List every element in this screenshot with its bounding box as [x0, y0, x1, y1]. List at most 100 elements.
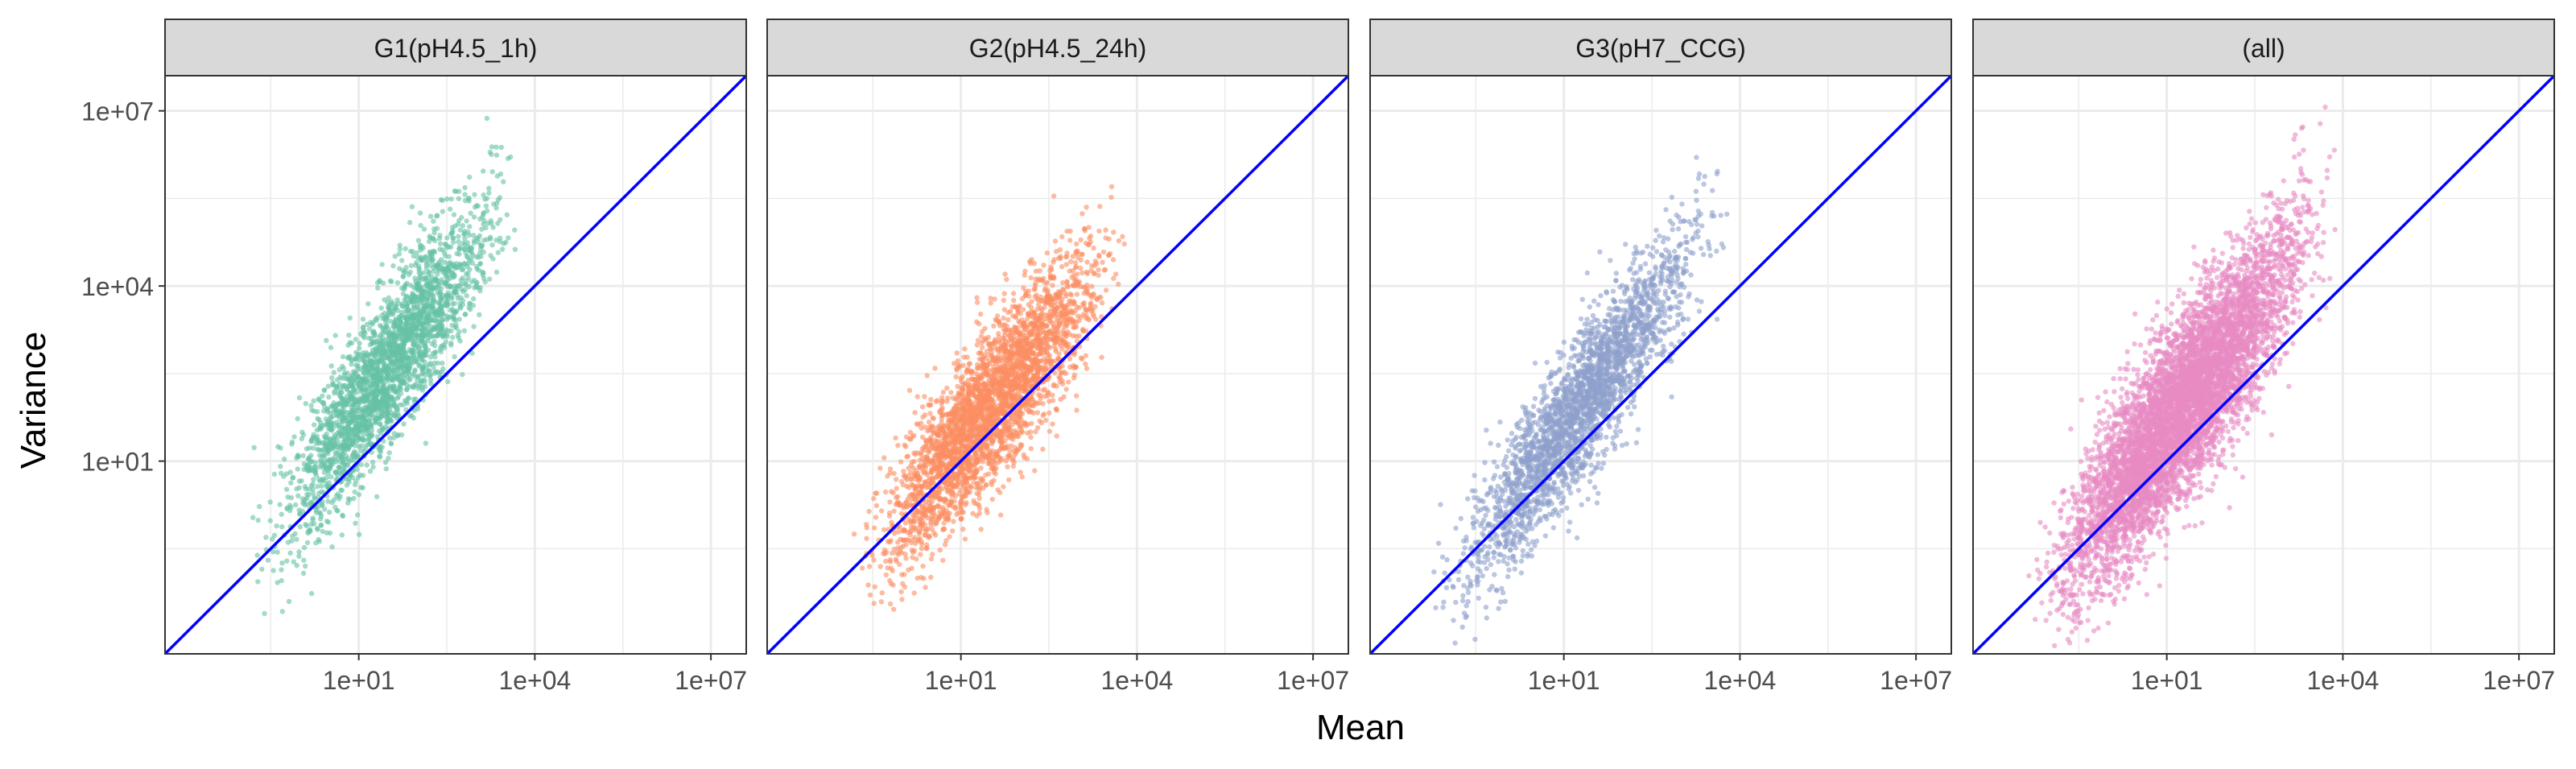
data-point — [991, 324, 996, 329]
data-point — [365, 301, 370, 306]
data-point — [295, 494, 300, 498]
data-point — [1084, 366, 1089, 370]
data-point — [423, 384, 427, 389]
data-point — [288, 481, 293, 486]
data-point — [932, 366, 937, 370]
data-point — [1001, 298, 1006, 303]
data-point — [444, 316, 449, 321]
data-point — [329, 500, 334, 505]
data-point — [341, 514, 345, 519]
data-point — [348, 316, 353, 320]
data-point — [369, 358, 374, 363]
data-point — [398, 246, 402, 251]
data-point — [494, 270, 499, 275]
data-point — [349, 357, 353, 362]
data-point — [453, 317, 458, 322]
data-point — [462, 329, 467, 333]
data-point — [953, 374, 958, 379]
data-point — [301, 432, 306, 437]
data-point — [324, 432, 329, 436]
data-point — [489, 144, 494, 149]
data-point — [457, 244, 462, 249]
data-point — [370, 465, 375, 469]
data-point — [341, 412, 345, 417]
data-point — [910, 465, 915, 470]
data-point — [398, 331, 403, 336]
data-point — [345, 387, 349, 391]
data-point — [465, 254, 470, 259]
data-point — [975, 300, 980, 304]
data-point — [295, 466, 300, 471]
data-point — [353, 399, 358, 403]
data-point — [355, 352, 360, 357]
data-point — [1069, 292, 1074, 297]
data-point — [923, 412, 927, 417]
data-point — [912, 590, 917, 595]
data-point — [289, 539, 294, 544]
data-point — [417, 271, 422, 275]
data-point — [496, 197, 501, 202]
data-point — [406, 395, 411, 400]
data-point — [513, 247, 518, 252]
data-point — [317, 465, 322, 469]
data-point — [386, 343, 391, 348]
data-point — [485, 209, 489, 213]
data-point — [400, 301, 405, 306]
data-point — [1005, 317, 1010, 322]
data-point — [883, 559, 888, 564]
data-point — [1046, 399, 1051, 403]
data-point — [490, 256, 495, 261]
data-point — [458, 227, 463, 232]
data-point — [387, 436, 392, 440]
data-point — [416, 238, 421, 242]
data-point — [437, 246, 442, 251]
data-point — [298, 524, 303, 529]
data-point — [384, 466, 389, 471]
data-point — [370, 460, 375, 465]
data-point — [266, 558, 270, 563]
data-point — [353, 482, 357, 487]
data-point — [920, 435, 925, 440]
data-point — [909, 477, 914, 482]
data-point — [368, 469, 373, 473]
data-point — [387, 407, 392, 411]
data-point — [893, 436, 898, 440]
data-point — [865, 582, 870, 587]
data-point — [303, 502, 308, 507]
data-point — [342, 467, 347, 472]
data-point — [1006, 478, 1011, 482]
data-point — [295, 453, 300, 457]
data-point — [271, 568, 276, 573]
data-point — [373, 347, 378, 352]
data-point — [307, 445, 312, 450]
data-point — [454, 261, 459, 266]
data-point — [424, 316, 429, 320]
data-point — [928, 522, 933, 527]
data-point — [1004, 277, 1009, 282]
data-point — [418, 350, 423, 355]
data-point — [498, 172, 503, 176]
data-point — [471, 324, 476, 329]
data-point — [423, 440, 428, 445]
data-point — [997, 490, 1002, 494]
data-point — [469, 211, 473, 216]
data-point — [377, 278, 382, 283]
data-point — [340, 488, 345, 493]
data-point — [450, 335, 455, 340]
data-point — [1092, 304, 1097, 309]
data-point — [368, 422, 373, 427]
data-point — [376, 352, 381, 357]
data-point — [1053, 238, 1058, 243]
data-point — [255, 552, 260, 557]
data-point — [371, 398, 376, 403]
data-point — [359, 462, 364, 467]
data-point — [351, 432, 356, 437]
data-point — [459, 287, 464, 291]
data-point — [1093, 316, 1098, 321]
data-point — [302, 545, 307, 550]
data-point — [474, 236, 479, 241]
data-point — [405, 314, 410, 319]
data-point — [427, 235, 432, 240]
data-point — [386, 304, 390, 308]
data-point — [291, 560, 296, 564]
